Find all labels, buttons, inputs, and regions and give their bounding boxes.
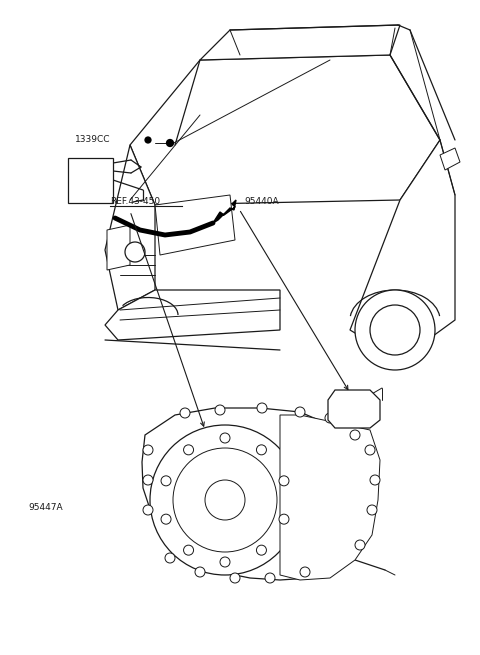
Polygon shape bbox=[68, 158, 113, 203]
Circle shape bbox=[143, 475, 153, 485]
Circle shape bbox=[256, 545, 266, 555]
Circle shape bbox=[365, 445, 375, 455]
Polygon shape bbox=[155, 195, 235, 255]
Circle shape bbox=[256, 445, 266, 455]
Circle shape bbox=[125, 242, 145, 262]
Circle shape bbox=[161, 514, 171, 524]
Circle shape bbox=[150, 425, 300, 575]
Circle shape bbox=[165, 553, 175, 563]
Circle shape bbox=[370, 305, 420, 355]
Circle shape bbox=[145, 137, 151, 143]
Polygon shape bbox=[350, 140, 455, 360]
Circle shape bbox=[143, 505, 153, 515]
Circle shape bbox=[173, 448, 277, 552]
Circle shape bbox=[257, 403, 267, 413]
Circle shape bbox=[230, 573, 240, 583]
Polygon shape bbox=[213, 200, 236, 223]
Polygon shape bbox=[107, 225, 130, 270]
Polygon shape bbox=[440, 148, 460, 170]
Text: 1339CC: 1339CC bbox=[75, 136, 110, 145]
Polygon shape bbox=[105, 145, 155, 310]
Polygon shape bbox=[328, 390, 380, 428]
Circle shape bbox=[220, 557, 230, 567]
Polygon shape bbox=[130, 55, 440, 205]
Circle shape bbox=[295, 407, 305, 417]
Circle shape bbox=[355, 290, 435, 370]
Circle shape bbox=[195, 567, 205, 577]
Polygon shape bbox=[280, 415, 380, 580]
Circle shape bbox=[167, 140, 173, 147]
Text: 95440A: 95440A bbox=[244, 196, 278, 206]
Circle shape bbox=[370, 475, 380, 485]
Circle shape bbox=[279, 476, 289, 486]
Circle shape bbox=[183, 445, 193, 455]
Circle shape bbox=[350, 430, 360, 440]
Circle shape bbox=[367, 505, 377, 515]
Polygon shape bbox=[142, 408, 375, 580]
Circle shape bbox=[265, 573, 275, 583]
Text: REF.43-450: REF.43-450 bbox=[110, 196, 160, 206]
Polygon shape bbox=[200, 25, 400, 60]
Text: 95447A: 95447A bbox=[29, 503, 63, 512]
Circle shape bbox=[325, 413, 335, 423]
Circle shape bbox=[279, 514, 289, 524]
Circle shape bbox=[161, 476, 171, 486]
Circle shape bbox=[215, 405, 225, 415]
Circle shape bbox=[180, 408, 190, 418]
Circle shape bbox=[205, 480, 245, 520]
Circle shape bbox=[355, 540, 365, 550]
Polygon shape bbox=[105, 290, 280, 340]
Circle shape bbox=[300, 567, 310, 577]
Circle shape bbox=[143, 445, 153, 455]
Circle shape bbox=[183, 545, 193, 555]
Circle shape bbox=[220, 433, 230, 443]
